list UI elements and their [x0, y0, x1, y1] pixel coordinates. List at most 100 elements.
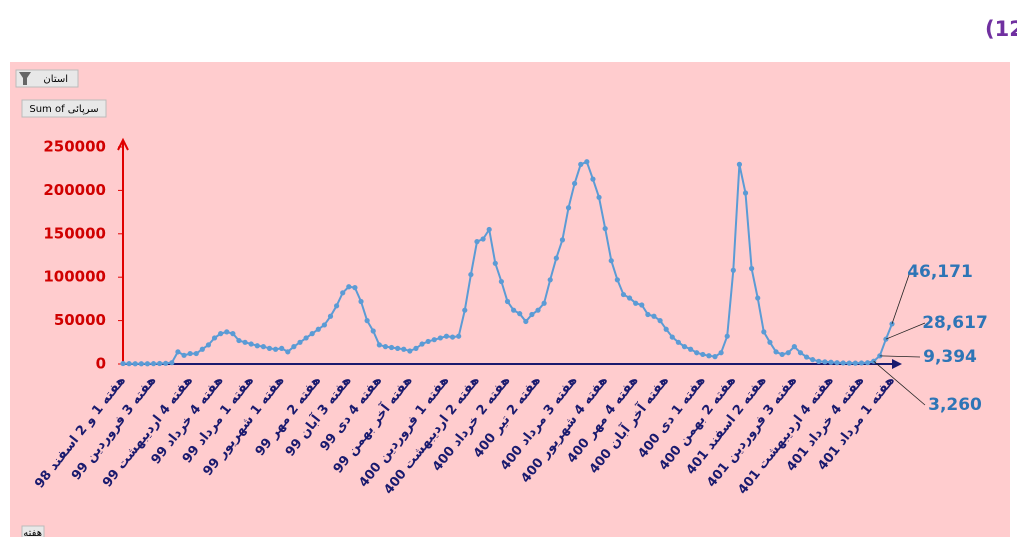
data-point [797, 350, 804, 356]
data-point [584, 159, 590, 165]
data-label: 28,617 [922, 313, 988, 333]
filter-button[interactable]: استان [15, 69, 79, 88]
data-point [364, 318, 370, 324]
data-point [199, 346, 205, 352]
data-point [565, 205, 572, 211]
data-point [602, 225, 608, 232]
data-point [852, 360, 858, 366]
data-point [749, 265, 755, 272]
title-part: (هفته 127) [985, 17, 1017, 41]
data-point [633, 300, 639, 306]
data-point [218, 331, 224, 337]
data-point [187, 350, 193, 357]
data-point [358, 298, 364, 305]
data-point [822, 359, 828, 365]
data-point [846, 360, 852, 366]
data-point [498, 278, 504, 285]
data-point [248, 341, 254, 347]
data-point [547, 277, 553, 283]
value-button[interactable]: Sum of سرپائی [21, 99, 107, 118]
data-point [596, 194, 602, 200]
data-point [718, 350, 724, 356]
data-point [785, 350, 791, 356]
chart-title: روند هفتگی موارد سرپائی مثبت درکل کشور ا… [985, 16, 1017, 41]
data-point [211, 335, 218, 341]
data-point [504, 298, 511, 305]
data-point [303, 335, 309, 341]
data-point [236, 337, 242, 344]
data-point [181, 352, 187, 358]
data-point [535, 307, 541, 313]
data-point [834, 360, 840, 366]
data-point [120, 360, 126, 367]
y-tick-label: 200000 [43, 181, 106, 199]
data-point [669, 334, 675, 340]
data-point [767, 339, 773, 345]
data-point [157, 360, 163, 367]
y-tick-label: 100000 [43, 268, 106, 286]
y-tick-label: 50000 [54, 311, 106, 329]
data-point [309, 331, 315, 337]
data-point [480, 236, 486, 242]
data-point [608, 258, 614, 264]
data-point [315, 326, 321, 332]
data-point [260, 344, 266, 350]
data-point [285, 349, 291, 355]
leader-line [885, 322, 926, 340]
data-point [559, 237, 566, 243]
data-point [321, 322, 328, 328]
data-point [395, 345, 401, 351]
data-point [456, 333, 462, 339]
data-point [175, 349, 181, 355]
data-point [626, 295, 633, 301]
data-point [773, 349, 779, 355]
data-point [474, 239, 480, 245]
data-point [205, 342, 212, 348]
filter-label: استان [43, 74, 68, 85]
data-point [327, 313, 334, 319]
data-point [407, 348, 413, 354]
data-label: 3,260 [928, 395, 982, 415]
data-point [340, 290, 346, 296]
data-point [230, 331, 236, 337]
data-point [712, 354, 718, 360]
data-point [492, 260, 498, 266]
data-point [449, 334, 456, 340]
data-point [828, 359, 834, 365]
data-point [578, 161, 584, 167]
data-point [517, 311, 523, 317]
data-point [401, 346, 407, 352]
data-point [779, 351, 785, 358]
data-point [163, 360, 169, 366]
data-point [639, 302, 645, 308]
y-tick-label: 0 [96, 355, 106, 373]
data-point [413, 345, 419, 351]
data-point [272, 346, 279, 352]
data-point [529, 311, 535, 318]
data-point [346, 284, 352, 290]
data-point [761, 329, 767, 335]
data-point [132, 361, 138, 367]
data-point [382, 344, 389, 350]
data-label: 9,394 [923, 347, 977, 367]
plot-background [10, 62, 1010, 537]
data-point [736, 161, 743, 167]
value-label: Sum of سرپائی [29, 104, 98, 115]
data-point [706, 353, 712, 359]
data-point [620, 291, 627, 298]
data-point [840, 360, 846, 366]
data-point [266, 345, 273, 351]
data-point [645, 311, 651, 318]
data-point [437, 335, 443, 341]
data-point [126, 361, 132, 367]
data-point [224, 329, 230, 335]
axis-field-label: هفته [23, 528, 42, 537]
axis-field-button[interactable]: هفته [21, 525, 45, 541]
data-point [193, 350, 199, 357]
data-point [388, 344, 395, 351]
data-point [663, 326, 669, 332]
data-point [419, 341, 425, 347]
data-point [791, 344, 797, 350]
data-point [803, 354, 810, 360]
